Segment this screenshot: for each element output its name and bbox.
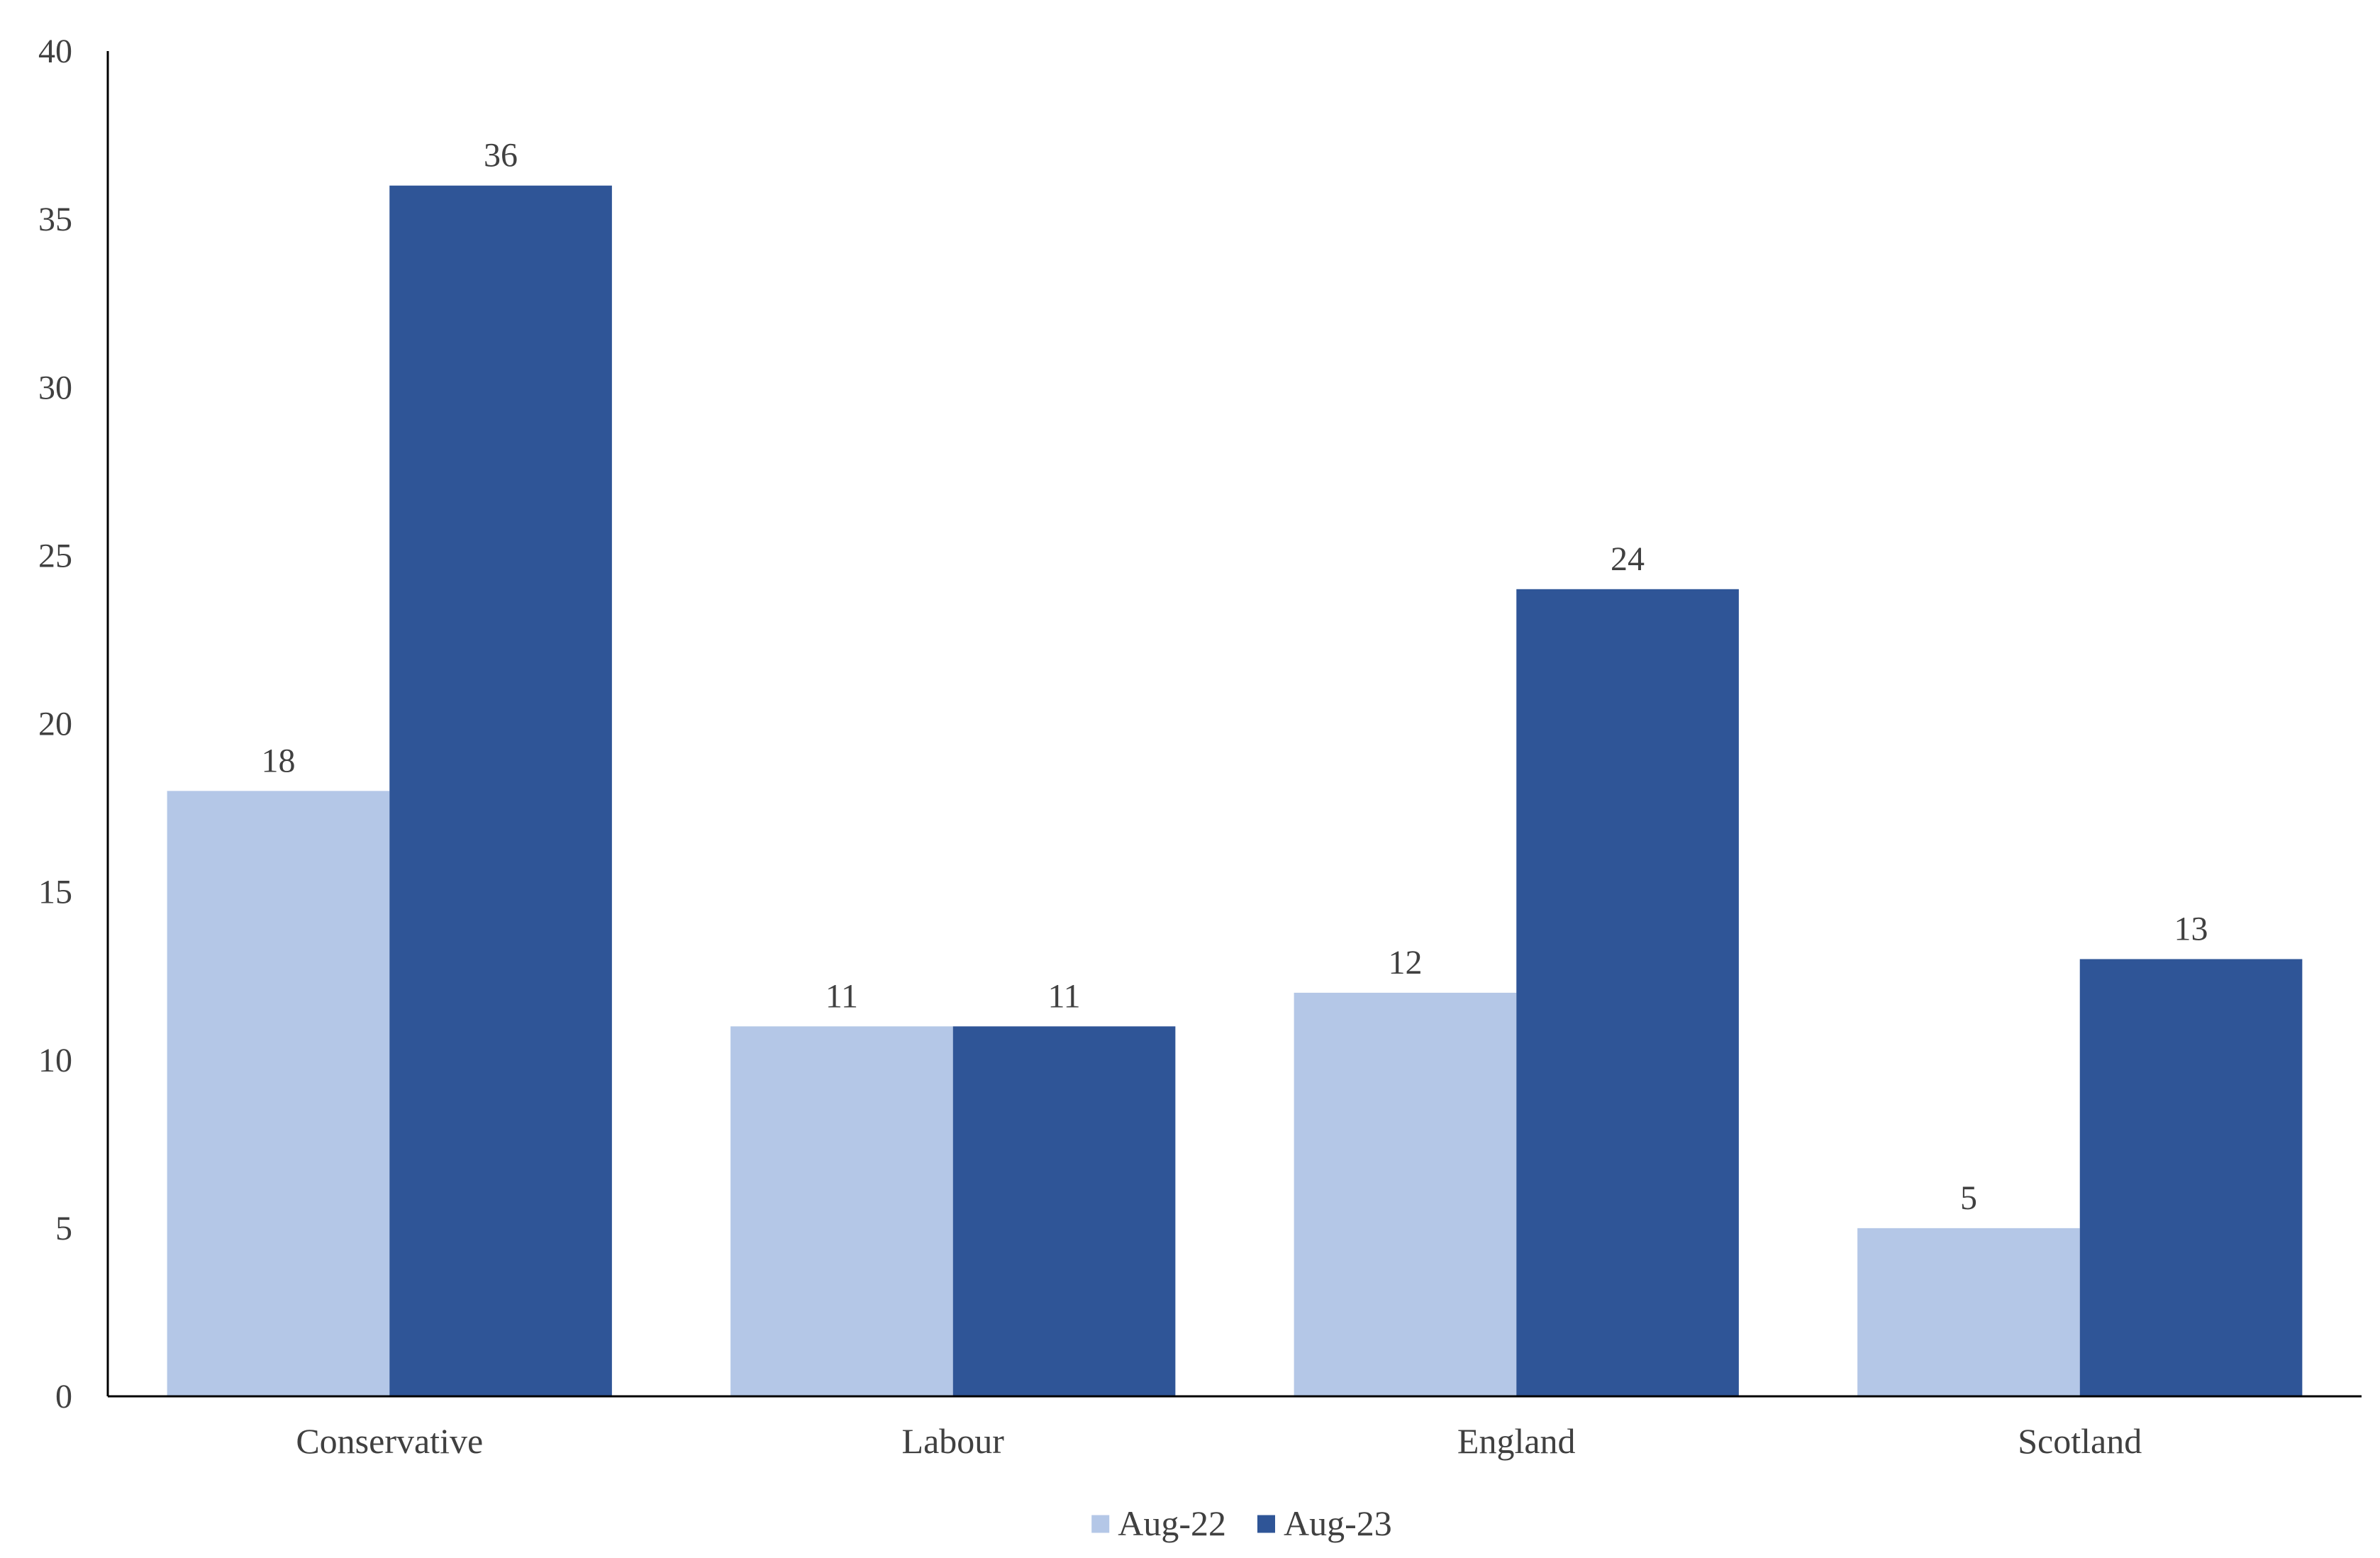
data-label-scotland-aug-23: 13 bbox=[2174, 910, 2208, 947]
bar-conservative-aug-23 bbox=[389, 185, 612, 1397]
y-tick-label-30: 30 bbox=[38, 369, 72, 406]
y-tick-label-10: 10 bbox=[38, 1042, 72, 1079]
y-tick-label-15: 15 bbox=[38, 874, 72, 911]
x-tick-label-labour: Labour bbox=[902, 1421, 1005, 1461]
data-label-conservative-aug-22: 18 bbox=[261, 742, 295, 779]
bar-labour-aug-23 bbox=[952, 1026, 1176, 1396]
y-tick-label-5: 5 bbox=[55, 1210, 72, 1247]
axes-layer bbox=[106, 51, 2362, 1398]
y-tick-label-20: 20 bbox=[38, 706, 72, 743]
x-tick-label-scotland: Scotland bbox=[2018, 1421, 2142, 1461]
data-label-conservative-aug-23: 36 bbox=[484, 137, 518, 174]
bar-england-aug-22 bbox=[1294, 992, 1517, 1396]
x-tick-label-england: England bbox=[1457, 1421, 1576, 1461]
data-label-scotland-aug-22: 5 bbox=[1960, 1179, 1977, 1217]
bar-england-aug-23 bbox=[1516, 589, 1739, 1396]
legend-label-aug-22: Aug-22 bbox=[1118, 1503, 1226, 1543]
data-label-labour-aug-22: 11 bbox=[825, 977, 858, 1015]
bar-conservative-aug-22 bbox=[167, 791, 390, 1396]
data-label-england-aug-23: 24 bbox=[1611, 540, 1645, 578]
y-tick-label-0: 0 bbox=[55, 1378, 72, 1415]
bar-scotland-aug-23 bbox=[2079, 959, 2303, 1396]
legend-label-aug-23: Aug-23 bbox=[1284, 1503, 1392, 1543]
x-tick-label-conservative: Conservative bbox=[296, 1421, 483, 1461]
bar-scotland-aug-22 bbox=[1857, 1228, 2080, 1397]
bar-labour-aug-22 bbox=[730, 1026, 953, 1396]
data-label-england-aug-22: 12 bbox=[1388, 944, 1422, 981]
y-tick-labels: 0 5 10 15 20 25 30 35 40 bbox=[38, 33, 72, 1415]
bars-layer bbox=[167, 185, 2303, 1397]
y-tick-label-40: 40 bbox=[38, 33, 72, 70]
x-tick-labels: Conservative Labour England Scotland bbox=[296, 1421, 2142, 1461]
data-label-labour-aug-23: 11 bbox=[1047, 977, 1080, 1015]
y-tick-label-35: 35 bbox=[38, 201, 72, 238]
data-labels-layer: 18 36 11 11 12 24 5 13 bbox=[261, 137, 2208, 1217]
legend-swatch-aug-22 bbox=[1091, 1515, 1110, 1533]
legend: Aug-22 Aug-23 bbox=[1091, 1503, 1392, 1543]
y-tick-label-25: 25 bbox=[38, 537, 72, 574]
legend-swatch-aug-23 bbox=[1257, 1515, 1275, 1533]
